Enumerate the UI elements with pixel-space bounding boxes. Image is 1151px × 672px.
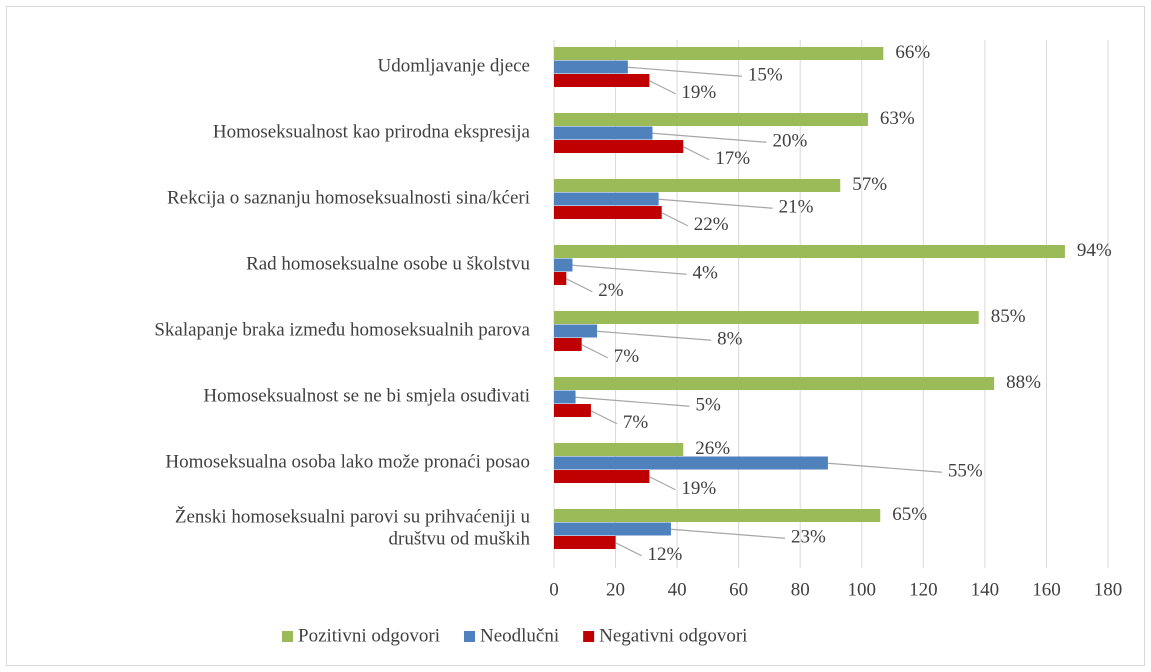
data-label: 22% xyxy=(694,214,729,235)
leader-line xyxy=(649,476,676,491)
data-label: 7% xyxy=(614,346,640,367)
legend-label: Negativni odgovori xyxy=(599,625,747,646)
data-label: 21% xyxy=(779,197,814,218)
bar xyxy=(554,311,979,324)
category-label: Rad homoseksualne osobe u školstvu xyxy=(246,254,530,275)
bar xyxy=(554,443,684,456)
x-tick-label: 120 xyxy=(909,579,938,600)
bar xyxy=(554,245,1065,258)
bar xyxy=(554,272,567,285)
data-label: 66% xyxy=(895,42,930,63)
data-label: 55% xyxy=(948,461,983,482)
bar xyxy=(554,404,591,417)
data-label: 15% xyxy=(748,65,783,86)
data-label: 57% xyxy=(852,174,887,195)
data-label: 26% xyxy=(695,438,730,459)
bar xyxy=(554,377,995,390)
bar xyxy=(554,74,650,87)
leader-line xyxy=(627,66,742,77)
leader-line xyxy=(590,410,618,425)
data-label: 88% xyxy=(1006,372,1041,393)
data-label: 17% xyxy=(715,148,750,169)
legend-label: Neodlučni xyxy=(480,625,559,646)
legend-label: Pozitivni odgovori xyxy=(298,625,440,646)
leader-line xyxy=(658,198,773,209)
leader-line xyxy=(566,278,593,293)
data-label: 94% xyxy=(1077,240,1112,261)
bar xyxy=(554,179,841,192)
leader-line xyxy=(682,146,710,161)
data-label: 8% xyxy=(717,329,743,350)
x-tick-label: 60 xyxy=(729,579,748,600)
category-line: Ženski homoseksualni parovi su prihvaćen… xyxy=(175,506,531,528)
bar xyxy=(554,126,653,140)
category-label: Skalapanje braka između homoseksualnih p… xyxy=(154,320,530,341)
category-label: Ženski homoseksualni parovi su prihvaćen… xyxy=(175,506,531,550)
bar xyxy=(554,456,828,470)
category-label: Homoseksualnost se ne bi smjela osuđivat… xyxy=(203,386,530,407)
bar xyxy=(554,192,659,206)
bar xyxy=(554,522,671,536)
leader-line xyxy=(649,80,676,95)
bar xyxy=(554,338,582,351)
data-label: 63% xyxy=(880,108,915,129)
x-tick-label: 160 xyxy=(1032,579,1061,600)
x-tick-label: 80 xyxy=(791,579,810,600)
data-label: 19% xyxy=(681,478,716,499)
category-label: Udomljavanje djece xyxy=(378,56,530,77)
data-label: 19% xyxy=(681,82,716,103)
bar xyxy=(554,206,662,219)
data-label: 12% xyxy=(648,544,683,565)
category-label: Homoseksualnost kao prirodna ekspresija xyxy=(213,122,531,143)
x-tick-label: 140 xyxy=(971,579,1000,600)
bar xyxy=(554,140,684,153)
legend-swatch xyxy=(583,631,595,642)
bar xyxy=(554,390,576,404)
x-tick-label: 40 xyxy=(668,579,687,600)
leader-line xyxy=(661,212,688,227)
data-label: 2% xyxy=(598,280,624,301)
x-tick-label: 100 xyxy=(848,579,877,600)
leader-line xyxy=(597,330,712,341)
category-line: društvu od muških xyxy=(389,529,531,550)
category-label: Rekcija o saznanju homoseksualnosti sina… xyxy=(167,188,530,209)
leader-line xyxy=(575,396,690,407)
bar xyxy=(554,258,573,272)
bar xyxy=(554,113,868,126)
data-label: 5% xyxy=(696,395,722,416)
leader-line xyxy=(652,132,767,143)
x-tick-label: 180 xyxy=(1094,579,1123,600)
leader-line xyxy=(581,344,608,359)
leader-line xyxy=(827,462,942,473)
bar xyxy=(554,324,598,338)
x-tick-label: 20 xyxy=(606,579,625,600)
bar xyxy=(554,60,628,74)
data-label: 85% xyxy=(991,306,1026,327)
data-label: 23% xyxy=(791,527,826,548)
data-label: 7% xyxy=(623,412,649,433)
legend-swatch xyxy=(282,631,293,642)
bar xyxy=(554,470,650,483)
leader-line xyxy=(615,542,642,557)
bar xyxy=(554,536,616,549)
bar xyxy=(554,509,881,522)
bar xyxy=(554,47,884,60)
x-tick-label: 0 xyxy=(549,579,559,600)
data-label: 65% xyxy=(892,504,927,525)
leader-line xyxy=(572,264,687,275)
leader-line xyxy=(670,528,786,539)
data-label: 4% xyxy=(692,263,718,284)
legend-swatch xyxy=(463,631,475,642)
data-label: 20% xyxy=(772,131,807,152)
category-label: Homoseksualna osoba lako može pronaći po… xyxy=(165,452,530,473)
